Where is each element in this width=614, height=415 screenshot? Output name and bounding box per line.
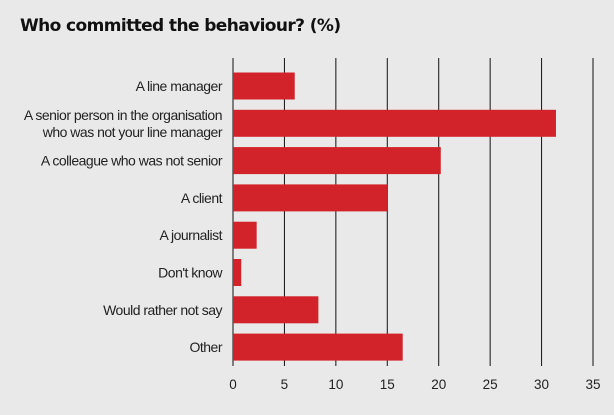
category-label-6: Would rather not say — [103, 302, 222, 318]
category-label-4: A journalist — [160, 227, 223, 243]
x-tick-label-20: 20 — [431, 377, 446, 392]
bars — [233, 72, 556, 361]
category-label-7: Other — [189, 339, 222, 355]
x-tick-label-30: 30 — [534, 377, 549, 392]
x-axis-ticks: 0 5 10 15 20 25 30 35 — [229, 377, 600, 392]
category-label-2: A colleague who was not senior — [41, 153, 223, 169]
bar-7 — [233, 333, 403, 361]
bar-5 — [233, 259, 242, 286]
bar-2 — [233, 147, 441, 175]
bar-4 — [233, 221, 257, 249]
category-label-1-line-1: who was not your line manager — [42, 124, 223, 140]
x-tick-label-10: 10 — [328, 377, 343, 392]
bar-3 — [233, 184, 388, 212]
category-label-5: Don't know — [158, 265, 223, 281]
chart-title: Who committed the behaviour? (%) — [20, 16, 341, 36]
bar-6 — [233, 296, 319, 324]
x-tick-label-0: 0 — [229, 377, 237, 392]
category-label-0: A line manager — [136, 78, 223, 94]
bar-1 — [233, 109, 556, 137]
bar-0 — [233, 72, 295, 100]
gridlines — [232, 58, 594, 366]
category-labels: A line manager A senior person in the org… — [24, 78, 224, 355]
x-tick-label-25: 25 — [483, 377, 498, 392]
category-label-1-line-0: A senior person in the organisation — [24, 107, 222, 123]
x-tick-label-35: 35 — [585, 377, 600, 392]
x-tick-label-15: 15 — [380, 377, 395, 392]
category-label-3: A client — [181, 190, 223, 206]
x-tick-label-5: 5 — [281, 377, 289, 392]
